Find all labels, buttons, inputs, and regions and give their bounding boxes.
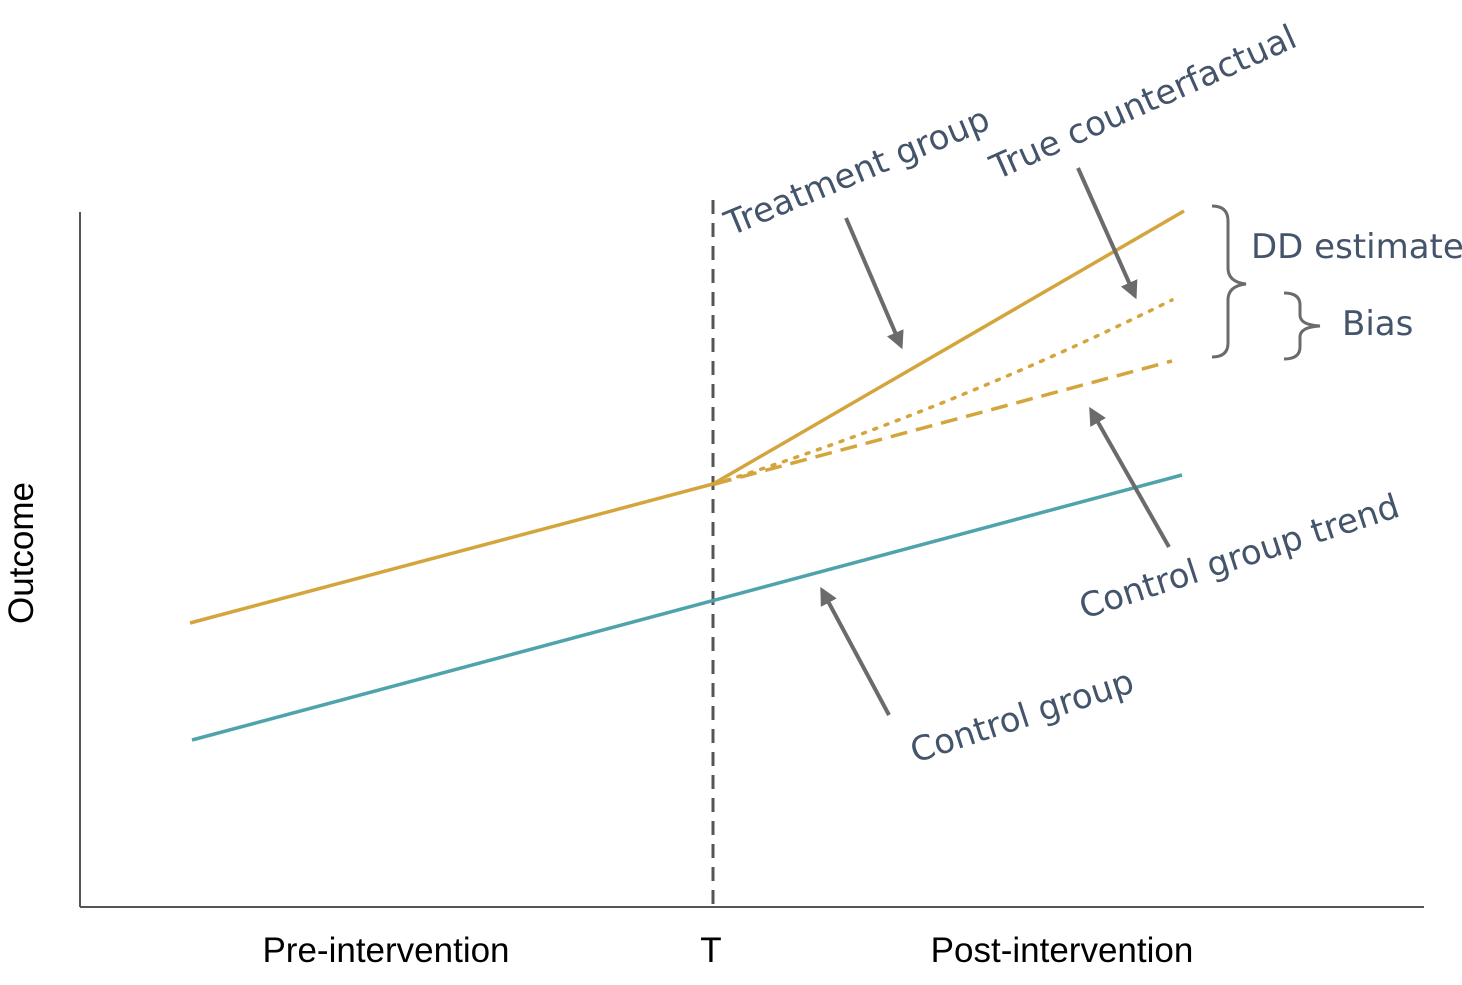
treatment-group-arrow	[844, 217, 904, 350]
control-group-trend-arrow	[1089, 406, 1171, 548]
y-axis-label: Outcome	[2, 482, 41, 624]
dd-estimate-brace	[1211, 204, 1247, 359]
true-counterfactual-label: True counterfactual	[983, 17, 1302, 188]
control-group-arrow	[820, 586, 891, 716]
true-counterfactual-arrow	[1076, 167, 1138, 300]
x-label-pre-intervention: Pre-intervention	[262, 931, 509, 970]
control-group-trend-label: Control group trend	[1074, 486, 1404, 627]
bias-brace	[1283, 291, 1321, 361]
control-group-label: Control group	[905, 662, 1138, 772]
treatment-group-label: Treatment group	[718, 99, 995, 244]
bias-label: Bias	[1342, 304, 1413, 344]
true-counterfactual-line	[713, 298, 1174, 486]
treatment-group-line	[189, 209, 1185, 625]
x-label-post-intervention: Post-intervention	[931, 931, 1194, 970]
x-label-intervention-time: T	[700, 931, 721, 970]
control-group-trend-line	[714, 359, 1173, 486]
control-group-line	[191, 473, 1183, 742]
dd-estimate-label: DD estimate	[1251, 227, 1462, 267]
